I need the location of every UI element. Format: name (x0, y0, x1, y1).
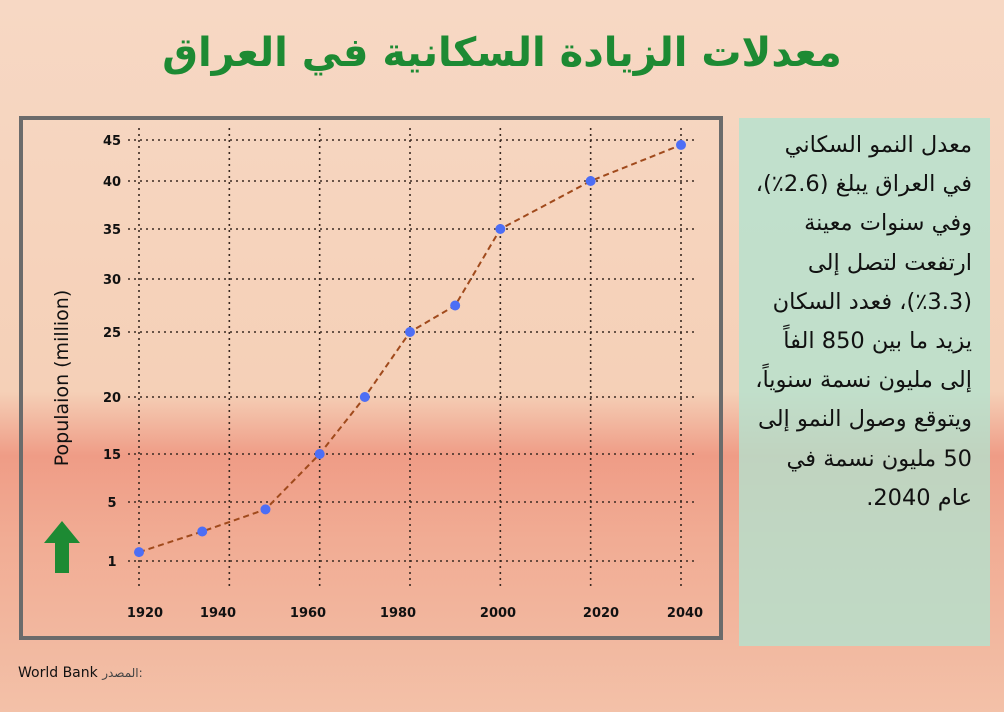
up-arrow-icon (44, 521, 80, 577)
chart-frame (19, 116, 723, 640)
data-point (405, 327, 415, 337)
series-layer (134, 139, 686, 558)
y-tick-label: 15 (103, 448, 121, 463)
source-value: World Bank (18, 665, 98, 681)
y-axis-label: Populaion (million) (51, 289, 73, 467)
y-tick-label: 35 (103, 223, 121, 238)
data-point (676, 139, 686, 150)
data-point (585, 176, 596, 186)
data-point (450, 300, 461, 311)
x-axis-ticks: 1920 1940 1960 1980 2000 2020 2040 (127, 606, 703, 621)
y-tick-label: 40 (103, 175, 121, 190)
y-tick-label: 20 (103, 391, 121, 406)
data-point (495, 224, 506, 234)
x-tick-label: 1920 (127, 606, 163, 621)
page-title: معدلات الزيادة السكانية في العراق (162, 30, 842, 76)
x-tick-label: 1980 (380, 606, 416, 621)
x-tick-label: 2000 (480, 606, 516, 621)
data-point (359, 392, 370, 402)
data-point (314, 449, 325, 459)
y-tick-label: 30 (103, 273, 121, 288)
x-tick-label: 1940 (200, 606, 236, 621)
x-tick-label: 2040 (667, 606, 703, 621)
y-tick-label: 5 (107, 496, 116, 511)
y-tick-label: 25 (103, 326, 121, 341)
x-tick-label: 2020 (583, 606, 619, 621)
info-note: معدل النمو السكاني في العراق يبلغ (2.6٪)… (739, 118, 990, 646)
y-tick-label: 1 (107, 555, 116, 570)
x-tick-label: 1960 (290, 606, 326, 621)
chart-grid (128, 128, 695, 590)
data-point (134, 547, 144, 558)
source-label: المصدر: (102, 666, 143, 680)
source-credit: World Bank المصدر: (18, 665, 143, 681)
series-line (138, 143, 682, 554)
data-point (197, 526, 208, 537)
y-tick-label: 45 (103, 134, 121, 149)
data-point (260, 504, 271, 515)
